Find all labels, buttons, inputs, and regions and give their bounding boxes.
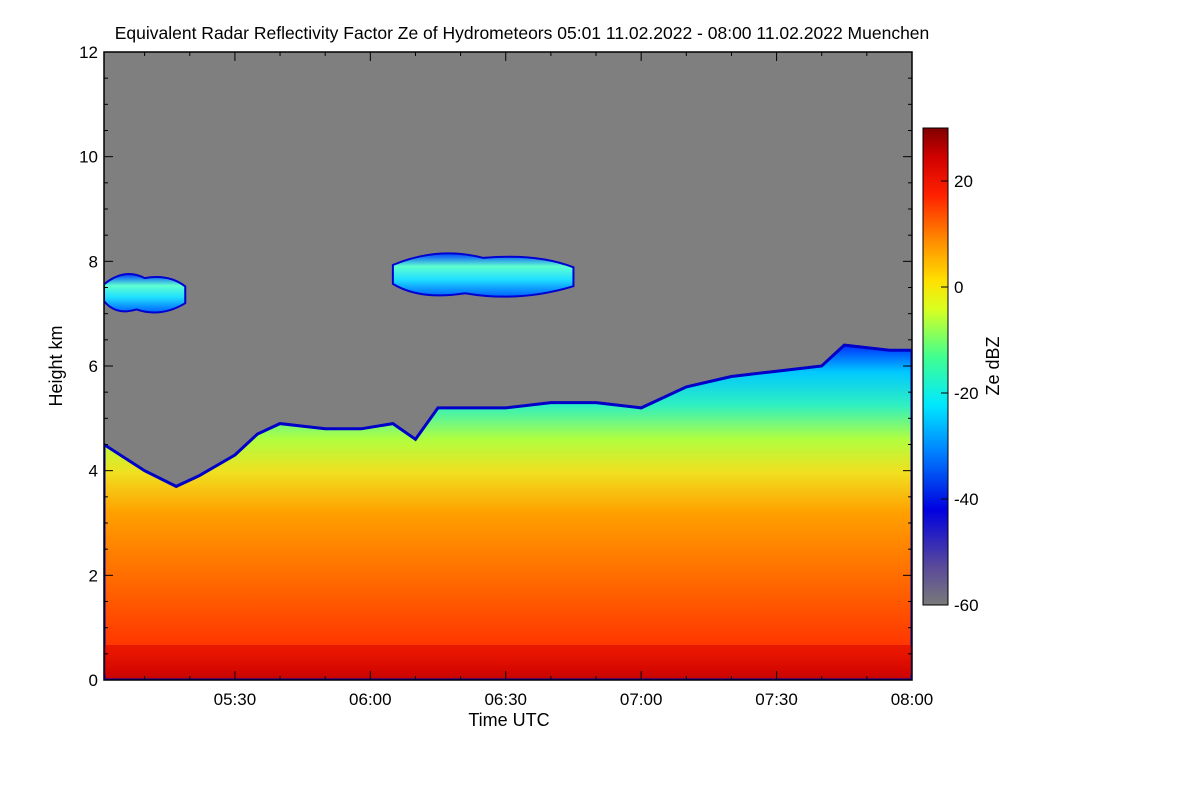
upper-cloud-layer-1 (104, 273, 187, 314)
y-tick-label: 6 (89, 357, 98, 376)
x-tick-label: 06:00 (349, 690, 392, 709)
colorbar: 20 0 -20 -40 -60 (922, 127, 979, 615)
colorbar-tick-label: -40 (954, 490, 979, 509)
plot-area (104, 52, 912, 680)
chart-title: Equivalent Radar Reflectivity Factor Ze … (115, 23, 930, 43)
x-tick-label: 05:30 (214, 690, 257, 709)
colorbar-tick-label: 20 (954, 172, 973, 191)
x-tick-label: 06:30 (484, 690, 527, 709)
y-tick-label: 10 (79, 148, 98, 167)
y-axis-label: Height km (46, 325, 66, 406)
colorbar-tick-label: -20 (954, 384, 979, 403)
y-tick-label: 4 (89, 462, 98, 481)
surface-clutter-band (104, 645, 912, 675)
x-tick-label: 07:00 (620, 690, 663, 709)
y-tick-label: 12 (79, 43, 98, 62)
x-tick-label: 07:30 (755, 690, 798, 709)
cloud-echo-region (104, 343, 912, 680)
colorbar-tick-label: -60 (954, 596, 979, 615)
x-axis-label: Time UTC (468, 710, 549, 730)
y-tick-label: 2 (89, 566, 98, 585)
colorbar-label: Ze dBZ (983, 336, 1003, 395)
colorbar-gradient (922, 127, 949, 606)
x-tick-label: 08:00 (891, 690, 934, 709)
x-axis: 05:30 06:00 06:30 07:00 07:30 08:00 (144, 52, 934, 709)
y-tick-label: 0 (89, 671, 98, 690)
y-tick-label: 8 (89, 252, 98, 271)
y-axis: 0 2 4 6 8 10 12 (79, 43, 912, 690)
upper-cloud-layer-2 (391, 252, 575, 298)
colorbar-tick-label: 0 (954, 278, 963, 297)
